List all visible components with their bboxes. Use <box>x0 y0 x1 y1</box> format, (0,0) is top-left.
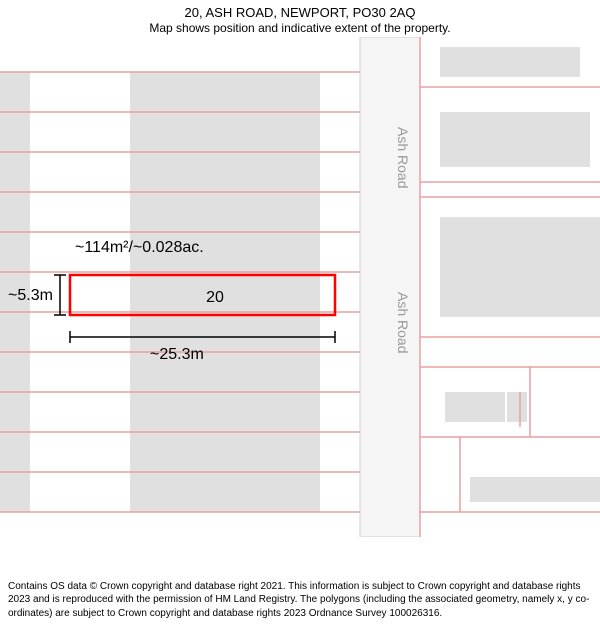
page-subtitle: Map shows position and indicative extent… <box>10 21 590 35</box>
svg-text:~25.3m: ~25.3m <box>150 346 204 363</box>
svg-text:20: 20 <box>206 289 224 306</box>
svg-text:Ash Road: Ash Road <box>395 292 411 353</box>
svg-text:~5.3m: ~5.3m <box>8 287 53 304</box>
svg-text:~114m²/~0.028ac.: ~114m²/~0.028ac. <box>75 239 204 256</box>
page-title: 20, ASH ROAD, NEWPORT, PO30 2AQ <box>10 5 590 20</box>
svg-text:Ash Road: Ash Road <box>395 127 411 188</box>
header: 20, ASH ROAD, NEWPORT, PO30 2AQ Map show… <box>0 0 600 37</box>
map-container: Ash Road Ash Road ~114m²/~0.028ac. 20 ~5.3m ~… <box>0 37 600 537</box>
property-map: Ash Road Ash Road ~114m²/~0.028ac. 20 ~5.3m ~… <box>0 37 600 537</box>
copyright-footer: Contains OS data © Crown copyright and d… <box>0 575 600 625</box>
